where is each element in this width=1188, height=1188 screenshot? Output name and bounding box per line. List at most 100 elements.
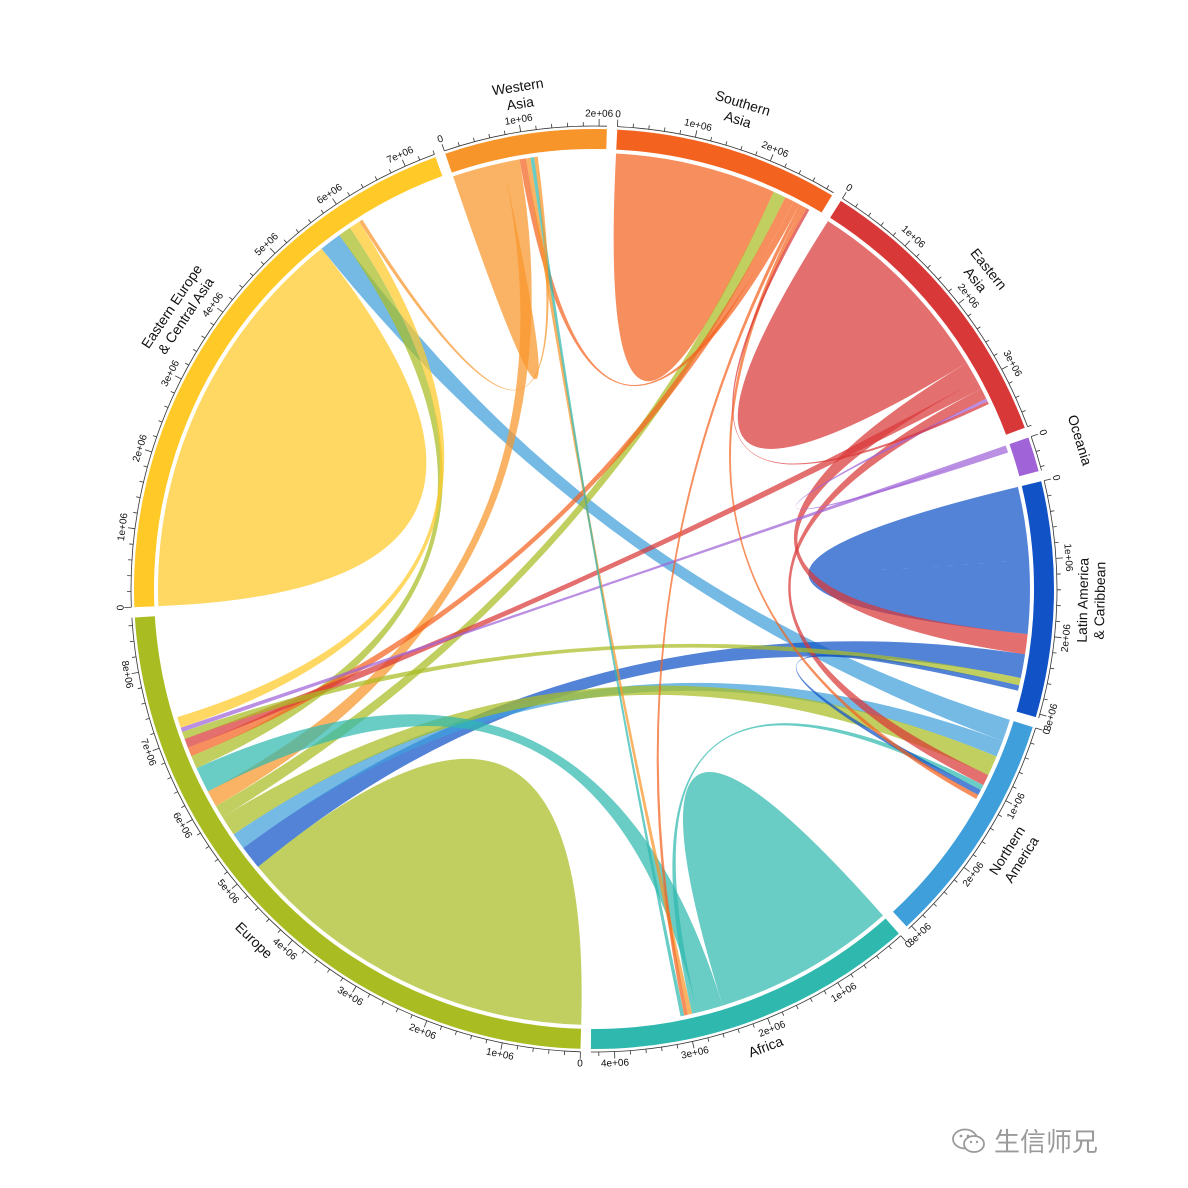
- axis-tick: [347, 192, 351, 196]
- axis-tick: [938, 276, 942, 280]
- tick-label: 1e+06: [899, 224, 928, 251]
- axis-tick: [164, 405, 169, 408]
- axis-tick: [911, 925, 917, 932]
- axis-tick: [340, 977, 344, 982]
- axis-tick: [410, 1014, 413, 1019]
- axis-tick: [1001, 365, 1008, 370]
- axis-tick: [798, 170, 802, 175]
- axis-tick: [755, 151, 758, 156]
- axis-tick: [1047, 494, 1052, 497]
- axis-tick: [1015, 395, 1020, 398]
- tick-label: 5e+06: [253, 231, 281, 259]
- axis-tick: [488, 133, 491, 138]
- axis-tick: [144, 449, 152, 453]
- tick-label: 0: [114, 605, 125, 611]
- axis-tick: [532, 1047, 534, 1053]
- axis-tick: [173, 791, 178, 794]
- axis-tick: [963, 867, 970, 872]
- axis-western_asia: [444, 125, 607, 152]
- tick-label: 1e+06: [485, 1047, 515, 1063]
- axis-eastern_europe: [130, 153, 435, 608]
- sector-africa: [590, 918, 899, 1049]
- axis-tick: [158, 420, 163, 423]
- tick-label: 1e+06: [504, 112, 534, 127]
- axis-tick: [1021, 410, 1026, 413]
- sector-europe: [134, 616, 582, 1049]
- axis-tick: [692, 1041, 695, 1049]
- sector-eastern_asia: [830, 200, 1025, 435]
- region-label-latin_america: & Caribbean: [1091, 562, 1109, 640]
- axis-tick: [781, 1011, 785, 1016]
- axis-tick: [395, 1008, 399, 1013]
- axis-tick: [990, 827, 995, 831]
- axis-tick: [880, 222, 884, 226]
- axis-tick: [473, 137, 475, 142]
- chord-africa-to-africa: [682, 772, 883, 1006]
- axis-tick: [269, 248, 276, 254]
- axis-tick: [972, 854, 977, 858]
- tick-label: 2e+06: [407, 1022, 438, 1043]
- axis-tick: [470, 1035, 473, 1040]
- axis-northern_america: [908, 727, 1037, 929]
- axis-tick: [231, 883, 238, 889]
- axis-tick: [388, 169, 392, 174]
- axis-tick: [796, 1005, 799, 1010]
- tick-label: 3e+06: [1042, 702, 1060, 732]
- axis-tick: [360, 183, 364, 188]
- axis-tick: [876, 955, 880, 960]
- axis-tick: [161, 762, 166, 765]
- axis-tick: [352, 986, 357, 993]
- axis-tick: [145, 717, 150, 720]
- axis-tick: [367, 993, 371, 998]
- axis-tick: [976, 326, 981, 330]
- tick-label: 4e+06: [601, 1058, 630, 1070]
- axis-tick: [1052, 526, 1057, 528]
- axis-tick: [139, 480, 144, 483]
- sector-eastern_europe: [134, 157, 443, 608]
- region-label-oceania: Oceania: [1065, 413, 1096, 468]
- axis-tick: [485, 1039, 488, 1044]
- axis-tick: [1047, 683, 1052, 685]
- tick-label: 1e+06: [683, 117, 713, 134]
- axis-tick: [136, 496, 141, 498]
- sector-southern_asia: [616, 129, 832, 213]
- chord-eastern_europe-to-eastern_europe: [158, 248, 427, 607]
- axis-tick: [922, 914, 926, 919]
- axis-tick: [916, 253, 920, 258]
- axis-tick: [314, 959, 318, 964]
- region-label-western_asia: Asia: [506, 93, 536, 113]
- axis-tick: [217, 307, 224, 313]
- axis-tick: [423, 1020, 428, 1028]
- axis-tick: [740, 145, 743, 151]
- tick-label: 7e+06: [385, 144, 416, 166]
- region-label-latin_america: Latin America: [1074, 557, 1092, 642]
- axis-tick: [1052, 652, 1057, 654]
- axis-tick: [260, 261, 265, 265]
- axis-southern_asia: [617, 126, 834, 194]
- region-label-southern_asia: Asia: [722, 108, 753, 131]
- tick-label: 2e+06: [131, 433, 150, 464]
- chord-western_asia-to-western_asia: [453, 162, 539, 380]
- axis-tick: [661, 1046, 663, 1052]
- axis-tick: [943, 891, 948, 895]
- axis-tick: [239, 284, 243, 288]
- axis-tick: [287, 939, 293, 946]
- axis-tick: [174, 375, 182, 380]
- chord-europe-to-europe: [258, 758, 582, 1025]
- axis-tick: [664, 127, 666, 132]
- axis-tick: [826, 185, 830, 189]
- axis-tick: [810, 998, 813, 1003]
- axis-tick: [152, 435, 157, 438]
- axis-tick: [855, 203, 859, 208]
- axis-tick: [320, 209, 324, 214]
- axis-tick: [516, 1045, 519, 1050]
- axis-tick: [850, 973, 854, 978]
- axis-tick: [131, 656, 137, 658]
- region-sectors: [134, 129, 1054, 1049]
- axis-tick: [998, 814, 1002, 817]
- tick-label: 0: [844, 182, 855, 195]
- axis-tick: [229, 296, 233, 301]
- axis-tick: [993, 353, 998, 356]
- axis-tick: [266, 918, 270, 923]
- tick-label: 1e+06: [116, 512, 131, 542]
